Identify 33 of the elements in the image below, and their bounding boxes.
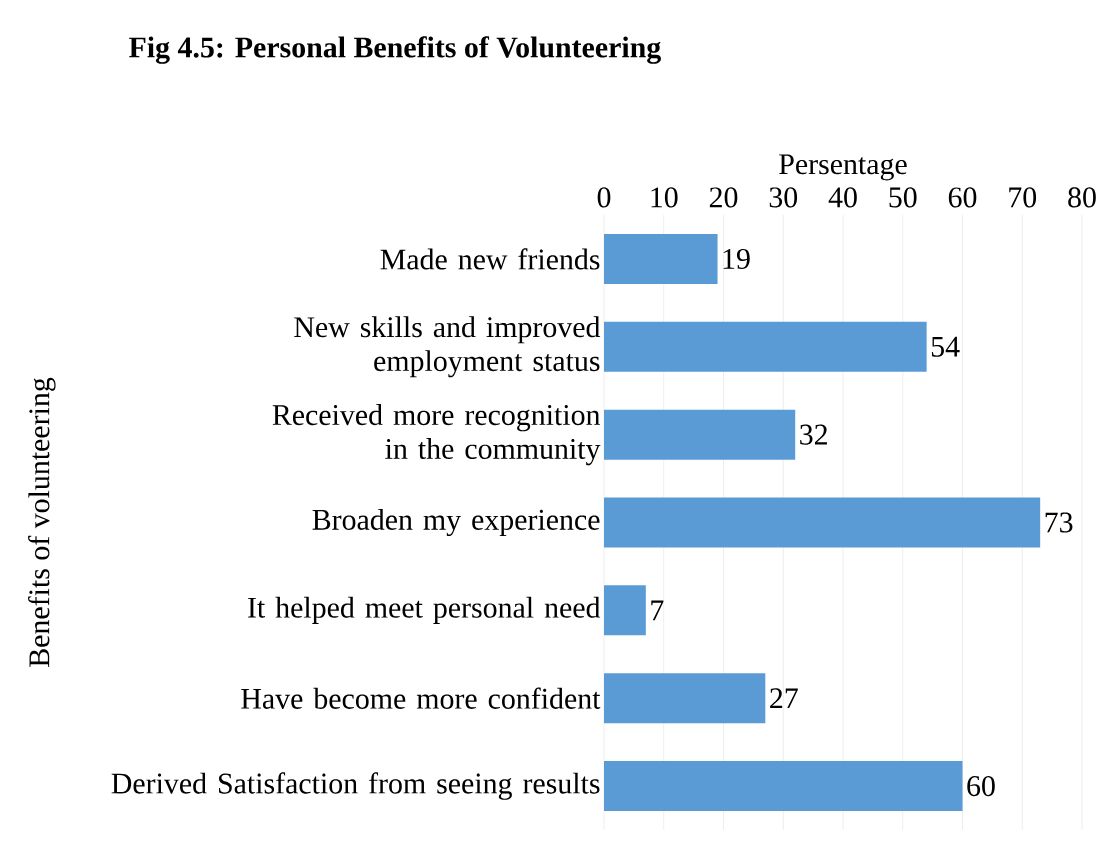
bar — [604, 321, 927, 372]
x-tick-label: 20 — [709, 187, 738, 208]
x-tick-label: 70 — [1009, 187, 1037, 208]
chart-title: Fig 4.5: Personal Benefits of Volunteering — [129, 36, 661, 64]
bar — [604, 585, 646, 636]
x-tick-label: 40 — [828, 187, 857, 208]
bar — [604, 409, 796, 460]
x-tick-label: 60 — [948, 187, 977, 208]
y-tick-label: Derived Satisfaction from seeing results — [111, 772, 600, 800]
data-label: 73 — [1045, 512, 1073, 533]
x-axis-title: Persentage — [779, 154, 907, 181]
x-tick-label: 0 — [597, 187, 611, 208]
bar — [604, 761, 963, 812]
x-tick-label: 30 — [769, 187, 798, 208]
bar — [604, 497, 1041, 548]
y-tick-label: Have become more confident — [241, 687, 601, 709]
y-tick-label: It helped meet personal need — [248, 596, 601, 624]
data-label: 19 — [723, 248, 750, 269]
y-tick-label: New skills and improved employment status — [294, 316, 601, 378]
y-axis-title: Benefits of volunteering — [28, 377, 56, 667]
data-label: 60 — [967, 775, 995, 797]
y-tick-label: Received more recognition in the community — [272, 404, 601, 466]
y-tick-label: Broaden my experience — [312, 508, 600, 537]
bar — [604, 233, 718, 284]
data-label: 32 — [800, 424, 827, 445]
x-tick-label: 50 — [889, 187, 917, 208]
x-tick-label: 10 — [651, 187, 678, 208]
bar — [604, 673, 766, 724]
x-tick-label: 80 — [1068, 187, 1096, 208]
data-label: 7 — [651, 600, 664, 621]
data-label: 54 — [931, 336, 960, 357]
y-tick-label: Made new friends — [380, 248, 600, 270]
data-label: 27 — [770, 688, 798, 709]
